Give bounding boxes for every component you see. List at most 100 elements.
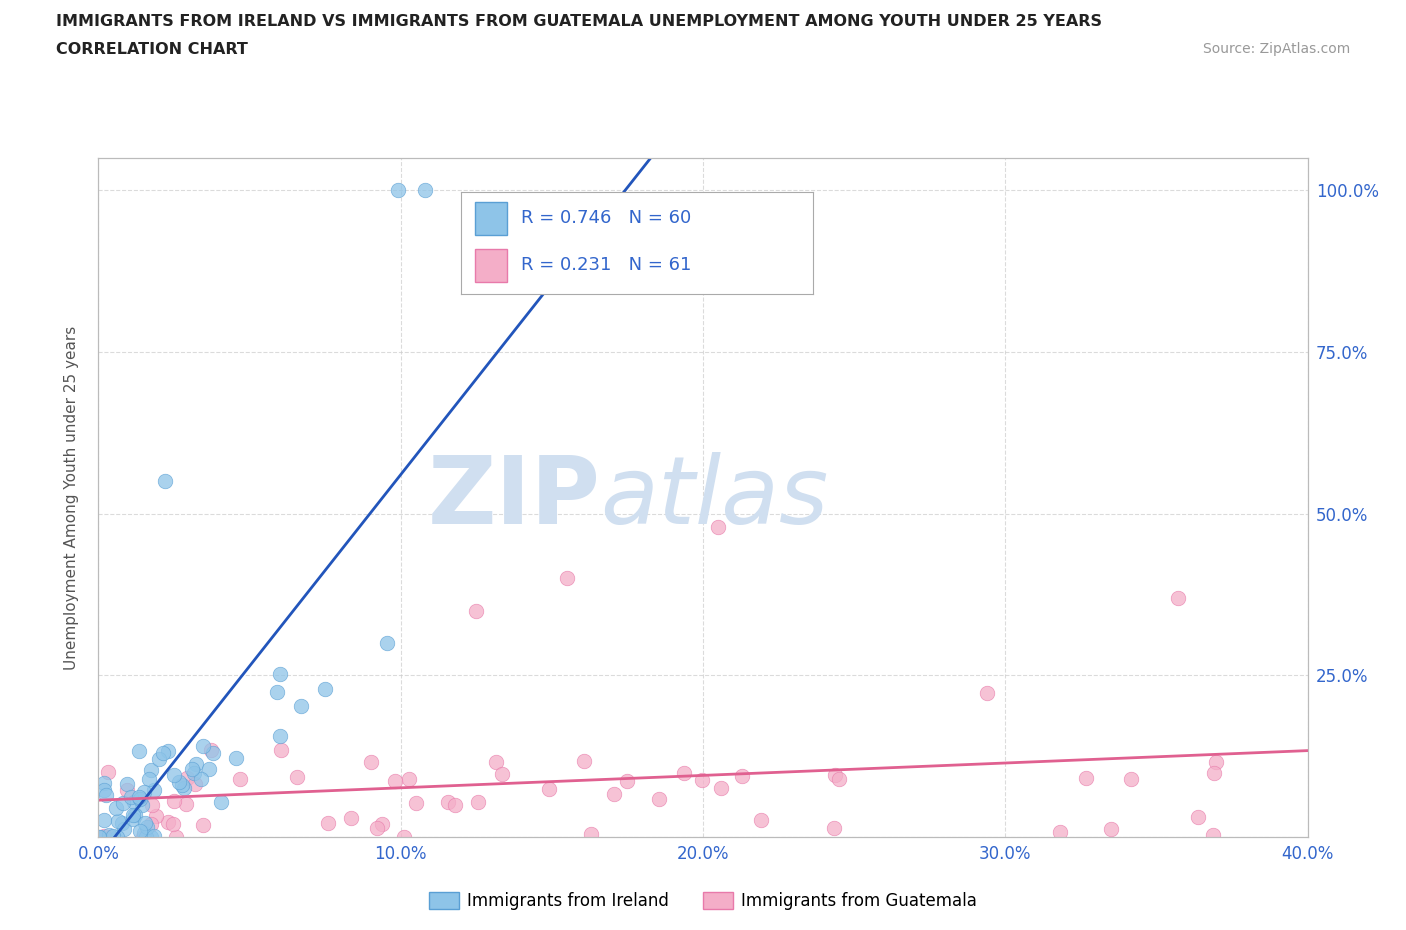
Point: [193, 738, 215, 753]
Point: [183, 765, 205, 780]
Point: [360, 754, 382, 769]
Point: [485, 755, 508, 770]
Point: [1202, 765, 1225, 780]
Point: [129, 791, 152, 806]
Point: [269, 667, 291, 682]
Point: [176, 770, 198, 785]
Point: [602, 787, 624, 802]
Point: [491, 766, 513, 781]
Point: [581, 827, 603, 842]
Point: [122, 795, 145, 810]
Point: [128, 790, 150, 804]
Point: [290, 698, 312, 713]
Point: [138, 772, 160, 787]
Point: [163, 767, 186, 782]
Point: [405, 795, 427, 810]
Point: [394, 830, 416, 844]
Point: [165, 830, 187, 844]
Point: [710, 780, 733, 795]
Point: [730, 768, 752, 783]
Point: [413, 183, 436, 198]
Point: [173, 780, 195, 795]
Point: [105, 830, 128, 844]
Point: [115, 777, 138, 791]
Text: R = 0.746   N = 60: R = 0.746 N = 60: [520, 209, 692, 227]
Point: [98, 830, 121, 844]
Point: [120, 790, 142, 804]
Point: [174, 796, 197, 811]
Point: [229, 771, 252, 786]
Point: [131, 830, 153, 844]
Point: [156, 815, 179, 830]
Point: [132, 826, 155, 841]
Point: [93, 782, 115, 797]
Point: [115, 782, 138, 797]
Point: [270, 743, 292, 758]
Point: [436, 794, 458, 809]
Point: [672, 765, 695, 780]
Point: [1076, 770, 1098, 785]
Point: [143, 783, 166, 798]
Point: [707, 519, 730, 534]
Point: [225, 751, 247, 765]
Point: [387, 183, 409, 198]
Point: [828, 772, 851, 787]
Point: [121, 811, 143, 826]
Text: CORRELATION CHART: CORRELATION CHART: [56, 42, 247, 57]
Point: [139, 817, 162, 831]
Point: [1099, 822, 1122, 837]
Point: [169, 775, 191, 790]
Point: [537, 781, 560, 796]
Point: [139, 763, 162, 777]
Text: ZIP: ZIP: [427, 452, 600, 543]
Point: [128, 824, 150, 839]
Point: [648, 792, 671, 807]
Point: [93, 813, 115, 828]
Point: [112, 822, 135, 837]
Point: [1119, 772, 1142, 787]
Point: [366, 820, 388, 835]
Point: [128, 744, 150, 759]
Point: [465, 604, 488, 618]
Point: [201, 745, 224, 760]
Point: [749, 813, 772, 828]
Point: [314, 682, 336, 697]
Text: R = 0.231   N = 61: R = 0.231 N = 61: [520, 257, 692, 274]
Point: [89, 830, 111, 844]
Point: [107, 813, 129, 828]
Legend: Immigrants from Ireland, Immigrants from Guatemala: Immigrants from Ireland, Immigrants from…: [422, 885, 984, 917]
Point: [200, 743, 222, 758]
Point: [153, 474, 176, 489]
Point: [170, 777, 193, 792]
Point: [94, 788, 117, 803]
Point: [285, 770, 308, 785]
Point: [266, 684, 288, 699]
Point: [103, 828, 125, 843]
Point: [398, 772, 420, 787]
Point: [93, 829, 115, 844]
Point: [1049, 824, 1071, 839]
Point: [371, 817, 394, 831]
Text: Source: ZipAtlas.com: Source: ZipAtlas.com: [1202, 42, 1350, 56]
Point: [111, 795, 134, 810]
Point: [690, 772, 713, 787]
Point: [139, 830, 162, 844]
Point: [572, 753, 595, 768]
Text: atlas: atlas: [600, 452, 828, 543]
Point: [1187, 809, 1209, 824]
Point: [136, 820, 159, 835]
Point: [1202, 827, 1225, 842]
Point: [93, 776, 115, 790]
Point: [148, 751, 170, 766]
Point: [143, 829, 166, 844]
Point: [1205, 754, 1227, 769]
Point: [111, 816, 134, 830]
Point: [467, 795, 489, 810]
Point: [616, 774, 638, 789]
Point: [191, 817, 214, 832]
Point: [184, 777, 207, 791]
Point: [141, 797, 163, 812]
Text: IMMIGRANTS FROM IRELAND VS IMMIGRANTS FROM GUATEMALA UNEMPLOYMENT AMONG YOUTH UN: IMMIGRANTS FROM IRELAND VS IMMIGRANTS FR…: [56, 14, 1102, 29]
Point: [97, 764, 120, 779]
Y-axis label: Unemployment Among Youth under 25 years: Unemployment Among Youth under 25 years: [65, 326, 79, 670]
